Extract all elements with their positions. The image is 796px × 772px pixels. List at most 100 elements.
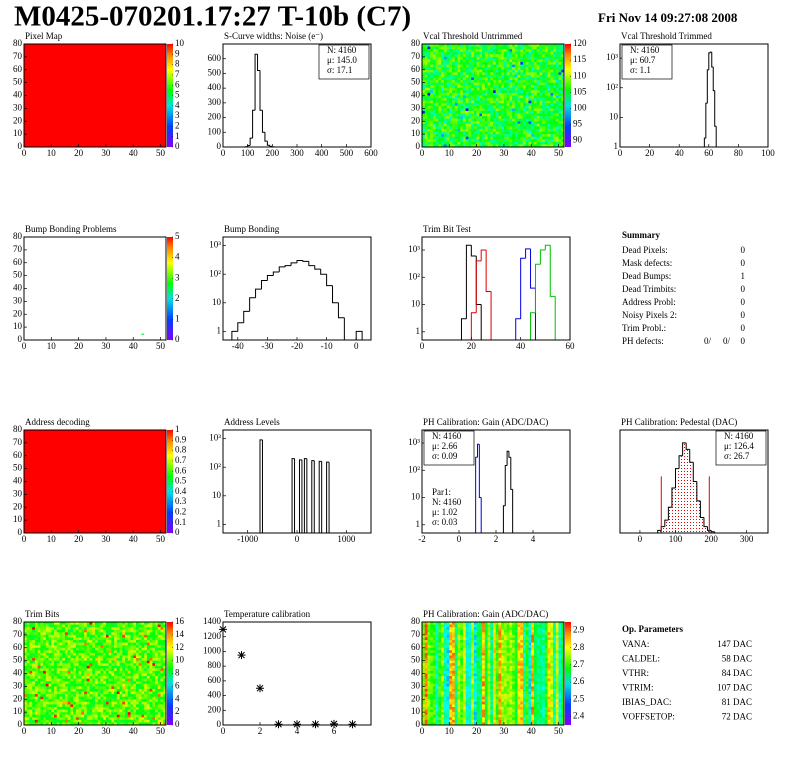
histogram-bin <box>502 505 506 533</box>
heatmap-cell <box>490 116 494 119</box>
heatmap-cell <box>525 121 529 125</box>
heatmap-cell <box>561 121 565 125</box>
heatmap-cell <box>555 77 559 81</box>
heatmap-cell <box>443 51 447 55</box>
heatmap-cell <box>487 49 491 53</box>
heatmap-cell <box>561 82 565 86</box>
y-tick-label: 30 <box>411 102 421 112</box>
heatmap-cell <box>32 647 36 651</box>
heatmap-cell <box>155 670 159 674</box>
heatmap-cell <box>452 141 456 145</box>
heatmap-cell <box>105 701 109 705</box>
heatmap-cell <box>479 136 483 140</box>
heatmap-cell <box>138 683 142 687</box>
heatmap-cell <box>506 131 510 135</box>
heatmap-cell <box>462 126 466 130</box>
y-tick-label: 0 <box>18 334 23 344</box>
heatmap-cell <box>100 676 104 679</box>
heatmap-cell <box>506 95 510 99</box>
heatmap-cell <box>449 77 453 81</box>
heatmap-cell <box>542 121 546 125</box>
heatmap-cell <box>78 632 82 636</box>
heatmap-cell <box>473 141 477 145</box>
heatmap-cell <box>487 51 491 55</box>
heatmap-cell <box>539 49 543 53</box>
heatmap-cell <box>92 660 96 664</box>
heatmap-cell <box>45 709 49 713</box>
heatmap-cell <box>512 62 516 65</box>
heatmap-cell <box>432 56 436 60</box>
heatmap-cell <box>539 118 543 122</box>
heatmap-cell <box>533 126 537 130</box>
heatmap-cell <box>460 95 464 99</box>
color-bar-label: 0 <box>175 334 180 344</box>
heatmap-cell <box>135 652 139 656</box>
heatmap-cell <box>514 51 518 55</box>
heatmap-cell <box>32 673 36 677</box>
heatmap-cell <box>520 87 524 91</box>
stats-line: μ: 126.4 <box>724 441 754 451</box>
heatmap-cell <box>105 632 109 636</box>
heatmap-cell <box>520 131 524 135</box>
heatmap-cell <box>111 650 115 654</box>
heatmap-cell <box>48 627 52 631</box>
heatmap-cell <box>422 665 426 669</box>
heatmap-cell <box>490 113 494 117</box>
heatmap-cell <box>427 95 431 99</box>
heatmap-cell <box>435 116 439 119</box>
heatmap-cell <box>92 709 96 713</box>
heatmap-cell <box>149 691 153 695</box>
heatmap-cell <box>427 90 431 94</box>
heatmap-cell <box>438 110 442 114</box>
heatmap-cell <box>160 637 164 641</box>
heatmap-cell <box>422 719 426 723</box>
heatmap-cell <box>119 701 123 705</box>
heatmap-cell <box>29 665 33 669</box>
x-tick-label: 50 <box>156 726 166 736</box>
heatmap-cell <box>155 665 159 669</box>
heatmap-cell <box>424 673 428 677</box>
heatmap-cell <box>462 118 466 122</box>
heatmap-cell <box>432 98 436 101</box>
heatmap-cell <box>75 622 79 625</box>
heatmap-cell <box>547 59 551 63</box>
heatmap-cell <box>509 141 513 145</box>
heatmap-cell <box>89 670 93 674</box>
heatmap-cell <box>542 82 546 86</box>
heatmap-cell <box>462 113 466 117</box>
heatmap-cell <box>476 51 480 55</box>
heatmap-cell <box>533 90 537 94</box>
heatmap-cell <box>84 722 88 726</box>
heatmap-cell <box>441 46 445 50</box>
heatmap-cell <box>435 126 439 130</box>
heatmap-cell <box>452 44 456 47</box>
heatmap-cell <box>149 663 153 667</box>
heatmap-cell <box>517 90 521 94</box>
heatmap-cell <box>108 642 112 646</box>
heatmap-cell <box>514 108 518 112</box>
heatmap-cell <box>108 714 112 718</box>
heatmap-cell <box>542 126 546 130</box>
heatmap-cell <box>555 92 559 96</box>
heatmap-cell <box>495 95 499 99</box>
heatmap-cell <box>462 67 466 71</box>
heatmap-cell <box>64 691 68 695</box>
heatmap-cell <box>116 704 120 708</box>
heatmap-cell <box>490 134 494 137</box>
heatmap-cell <box>452 136 456 140</box>
heatmap-cell <box>487 116 491 119</box>
heatmap-cell <box>122 714 126 718</box>
heatmap-cell <box>435 134 439 137</box>
heatmap-cell <box>471 69 475 73</box>
heatmap-cell <box>558 144 562 148</box>
x-tick-label: 300 <box>290 148 304 158</box>
heatmap-cell <box>446 98 450 101</box>
heatmap-cell <box>460 82 464 86</box>
heatmap-cell <box>487 103 491 107</box>
heatmap-cell <box>547 123 551 127</box>
heatmap-cell <box>51 622 55 625</box>
heatmap-cell <box>468 62 472 65</box>
heatmap-cell <box>56 701 60 705</box>
heatmap-cell <box>528 123 532 127</box>
heatmap-cell <box>427 118 431 122</box>
